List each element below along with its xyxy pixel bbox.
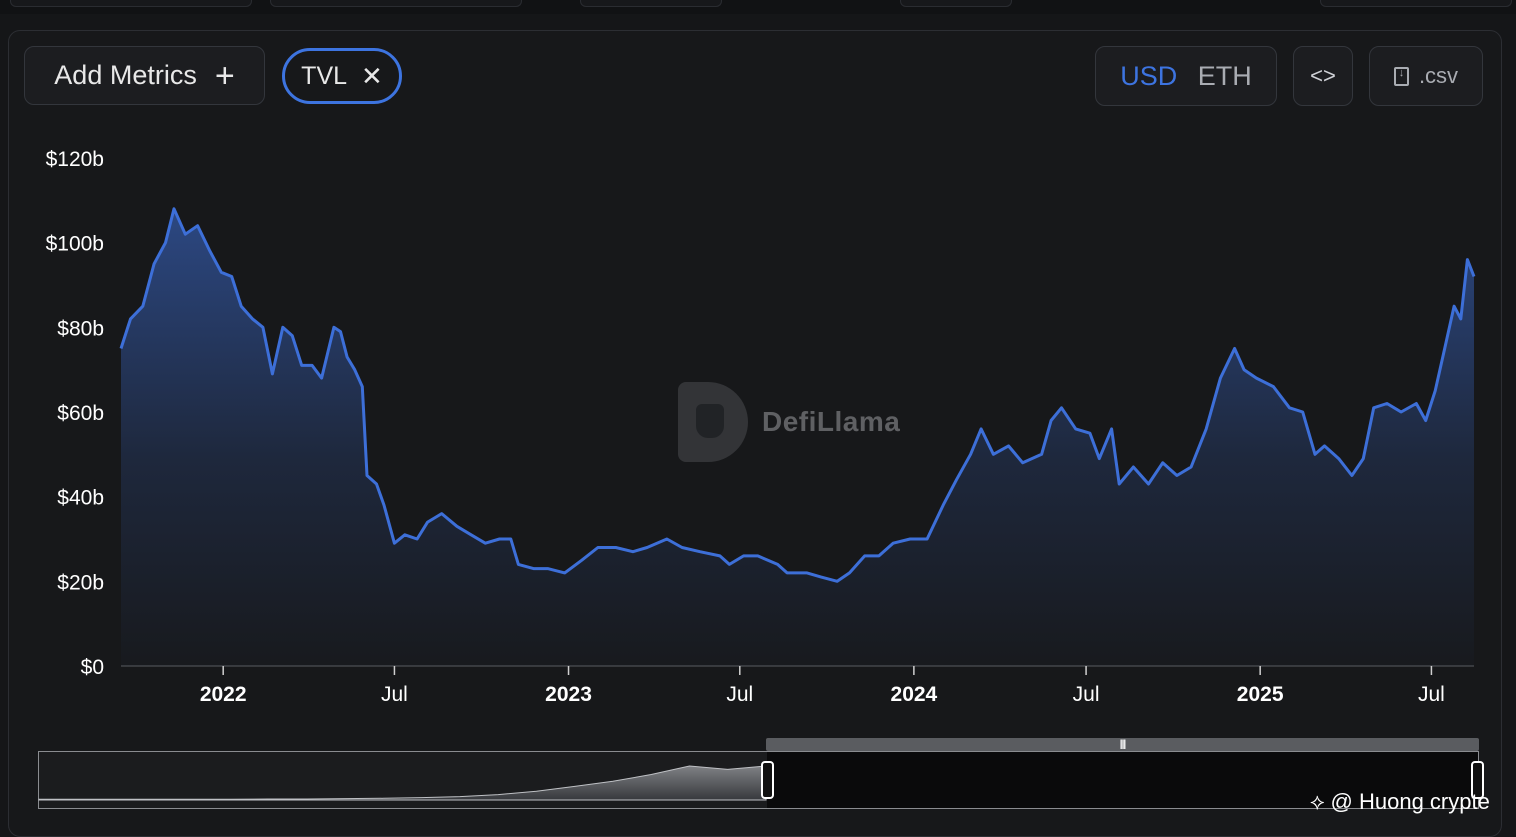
brush-drag-bar[interactable]: ||| [766,738,1479,751]
x-tick-label: 2022 [200,683,247,706]
watermark-text: DefiLlama [762,406,901,437]
y-tick-label: $120b [46,148,104,171]
y-tick-label: $20b [57,571,104,594]
plus-icon: + [214,56,235,95]
binance-icon: ⟡ [1310,789,1325,814]
download-csv-button[interactable]: .csv [1369,46,1483,106]
currency-option-eth[interactable]: ETH [1197,60,1252,91]
brush-preview-area [38,765,767,801]
x-tick-label: Jul [1073,683,1100,706]
close-icon[interactable]: ✕ [361,61,383,91]
y-tick-label: $80b [57,317,104,340]
x-tick-label: Jul [1418,683,1445,706]
credit-text: @ Huong crypte [1330,789,1490,814]
add-metrics-label: Add Metrics [54,60,197,90]
llama-logo-icon [678,382,748,462]
code-icon: <> [1310,63,1336,88]
y-tick-label: $100b [46,233,104,256]
csv-label: .csv [1418,63,1459,88]
x-tick-label: 2024 [891,683,938,706]
metric-chip-label: TVL [301,61,348,90]
x-tick-label: Jul [726,683,753,706]
brush-selected-range[interactable] [767,752,1478,808]
series-area-tvl [121,208,1474,667]
brush-handle-right[interactable] [1471,761,1484,799]
file-download-icon [1393,66,1409,86]
metric-chip-tvl[interactable]: TVL ✕ [282,48,402,104]
x-tick-label: 2023 [545,683,592,706]
series-line-tvl [119,207,1476,583]
x-tick-label: Jul [381,683,408,706]
top-strip [0,0,1516,14]
currency-option-usd[interactable]: USD [1120,60,1178,91]
y-tick-label: $40b [57,487,104,510]
currency-toggle: USD ETH [1095,46,1277,106]
embed-button[interactable]: <> [1293,46,1353,106]
y-tick-label: $60b [57,402,104,425]
add-metrics-button[interactable]: Add Metrics + [24,46,265,105]
y-tick-label: $0 [81,656,104,679]
brush-handle-left[interactable] [761,761,774,799]
credit-watermark: ⟡ @ Huong crypte [1310,789,1490,815]
defillama-watermark: DefiLlama [678,382,900,462]
x-tick-label: 2025 [1237,683,1284,706]
